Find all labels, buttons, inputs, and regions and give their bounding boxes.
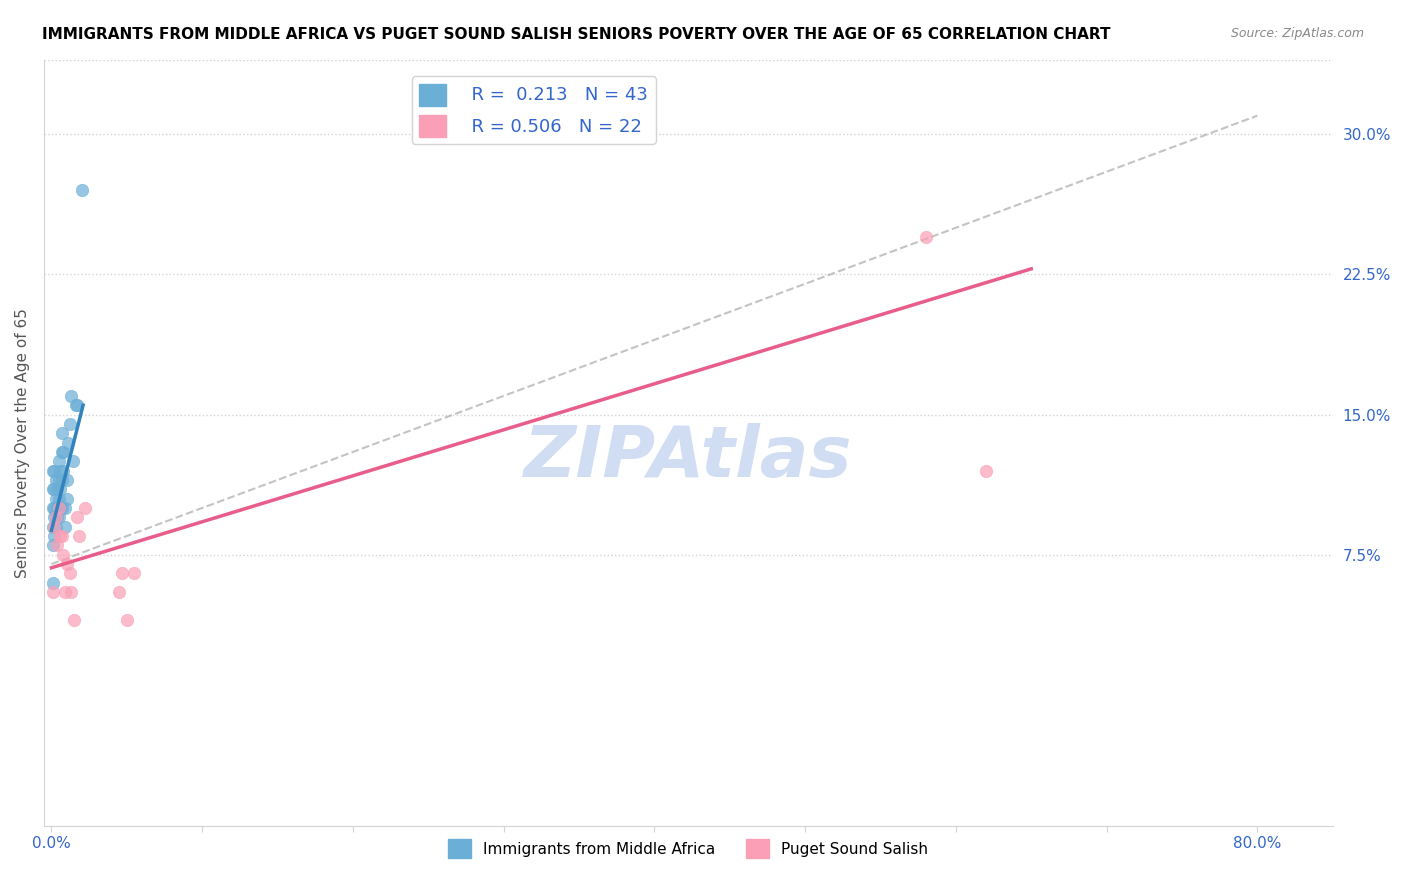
Point xyxy=(66,398,89,412)
Point xyxy=(58,566,80,581)
Point xyxy=(45,510,67,524)
Point xyxy=(124,566,146,581)
Point xyxy=(66,510,89,524)
Point xyxy=(42,585,65,599)
Text: IMMIGRANTS FROM MIDDLE AFRICA VS PUGET SOUND SALISH SENIORS POVERTY OVER THE AGE: IMMIGRANTS FROM MIDDLE AFRICA VS PUGET S… xyxy=(42,27,1111,42)
Point xyxy=(42,464,65,478)
Point xyxy=(42,519,65,533)
Point xyxy=(44,483,66,497)
Point xyxy=(56,435,79,450)
Point xyxy=(51,473,73,487)
Point xyxy=(46,500,69,515)
Point xyxy=(73,500,96,515)
Point xyxy=(52,548,75,562)
Point xyxy=(46,538,69,552)
Point xyxy=(42,538,65,552)
Text: ZIPAtlas: ZIPAtlas xyxy=(524,424,852,492)
Point xyxy=(44,464,66,478)
Point xyxy=(70,183,93,197)
Point xyxy=(52,445,75,459)
Point xyxy=(42,483,65,497)
Point xyxy=(62,454,84,468)
Point xyxy=(60,585,83,599)
Point xyxy=(108,585,131,599)
Point xyxy=(55,491,77,506)
Point xyxy=(45,473,67,487)
Point xyxy=(45,510,67,524)
Point xyxy=(48,454,70,468)
Point xyxy=(48,473,70,487)
Text: Source: ZipAtlas.com: Source: ZipAtlas.com xyxy=(1230,27,1364,40)
Point xyxy=(58,417,80,431)
Point xyxy=(111,566,134,581)
Point xyxy=(48,491,70,506)
Point xyxy=(44,500,66,515)
Point xyxy=(51,500,73,515)
Point xyxy=(914,230,936,244)
Point xyxy=(49,464,72,478)
Point xyxy=(974,464,997,478)
Point xyxy=(42,500,65,515)
Point xyxy=(53,500,76,515)
Point xyxy=(52,464,75,478)
Point xyxy=(48,500,70,515)
Point xyxy=(53,585,76,599)
Point xyxy=(51,529,73,543)
Point xyxy=(49,529,72,543)
Point xyxy=(42,575,65,590)
Point xyxy=(45,491,67,506)
Point xyxy=(49,483,72,497)
Point xyxy=(48,500,70,515)
Point xyxy=(65,398,87,412)
Point xyxy=(46,483,69,497)
Point xyxy=(49,500,72,515)
Point xyxy=(45,519,67,533)
Y-axis label: Seniors Poverty Over the Age of 65: Seniors Poverty Over the Age of 65 xyxy=(15,308,30,577)
Point xyxy=(48,510,70,524)
Legend: Immigrants from Middle Africa, Puget Sound Salish: Immigrants from Middle Africa, Puget Sou… xyxy=(441,833,935,864)
Point xyxy=(51,426,73,441)
Point xyxy=(44,510,66,524)
Point xyxy=(55,557,77,571)
Point xyxy=(63,613,86,627)
Point xyxy=(44,519,66,533)
Point xyxy=(67,529,90,543)
Point xyxy=(44,529,66,543)
Point xyxy=(53,519,76,533)
Point xyxy=(60,389,83,403)
Point xyxy=(115,613,138,627)
Point xyxy=(46,510,69,524)
Point xyxy=(55,473,77,487)
Point xyxy=(51,445,73,459)
